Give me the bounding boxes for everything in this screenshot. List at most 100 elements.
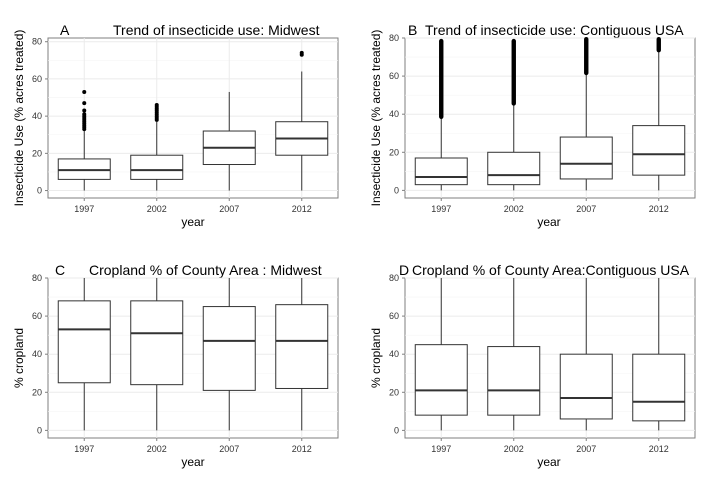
panel-b-letter: B bbox=[408, 22, 417, 38]
panel-a-x-tick-label: 1997 bbox=[74, 204, 94, 214]
box-iqr bbox=[414, 344, 468, 416]
panel-c-title: Cropland % of County Area : Midwest bbox=[89, 262, 322, 278]
box-iqr bbox=[487, 151, 541, 186]
panel-d-x-tick-label: 2002 bbox=[504, 444, 524, 454]
panel-b-box-2002 bbox=[487, 38, 541, 191]
panel-d-x-axis-label: year bbox=[537, 455, 560, 469]
panel-b-title: Trend of insecticide use: Contiguous USA bbox=[425, 22, 684, 38]
panel-c-y-tick-label: 20 bbox=[32, 387, 42, 397]
outlier-band bbox=[439, 38, 444, 119]
panel-a-letter: A bbox=[60, 22, 70, 38]
panel-d-boxes bbox=[414, 278, 686, 431]
panel-d-y-tick-label: 20 bbox=[389, 387, 399, 397]
panel-c-y-tick-label: 40 bbox=[32, 349, 42, 359]
panel-c-x-tick-label: 2002 bbox=[147, 444, 167, 454]
panel-a-x-tick-label: 2007 bbox=[219, 204, 239, 214]
box-iqr bbox=[632, 125, 686, 176]
panel-a-box-2002 bbox=[130, 102, 184, 191]
box-iqr bbox=[559, 353, 613, 420]
outlier-point bbox=[82, 89, 87, 94]
panel-a-x-axis-label: year bbox=[181, 215, 204, 229]
panel-c-y-ticks: 0 20 40 60 80 bbox=[32, 273, 48, 435]
panel-c-box-2012 bbox=[275, 278, 329, 431]
panel-a-boxes bbox=[57, 50, 329, 191]
panel-a-x-tick-label: 2002 bbox=[147, 204, 167, 214]
panel-b-boxes bbox=[414, 37, 686, 191]
panel-c: C Cropland % of County Area : Midwest 0 2… bbox=[12, 262, 339, 469]
box-iqr bbox=[57, 300, 111, 384]
panel-a-y-tick-label: 20 bbox=[32, 148, 42, 158]
panel-c-y-tick-label: 80 bbox=[32, 273, 42, 283]
panel-c-y-axis-label: % cropland bbox=[12, 328, 26, 388]
panel-d-y-ticks: 0 20 40 60 80 bbox=[389, 273, 405, 435]
panel-a-y-ticks: 0 20 40 60 80 bbox=[32, 37, 48, 196]
box-iqr bbox=[487, 346, 541, 416]
panel-c-y-tick-label: 60 bbox=[32, 311, 42, 321]
panel-c-box-2007 bbox=[202, 278, 256, 431]
panel-c-x-axis-label: year bbox=[181, 455, 204, 469]
box-iqr bbox=[632, 353, 686, 422]
panel-d-x-tick-label: 2012 bbox=[649, 444, 669, 454]
panel-a-box-1997 bbox=[57, 89, 111, 191]
outlier-point bbox=[82, 108, 87, 113]
panel-b-x-tick-label: 2007 bbox=[576, 204, 596, 214]
panel-b-y-tick-label: 80 bbox=[389, 33, 399, 43]
panel-c-x-tick-label: 2012 bbox=[292, 444, 312, 454]
panel-b-x-tick-label: 2002 bbox=[504, 204, 524, 214]
panel-d-y-tick-label: 80 bbox=[389, 273, 399, 283]
panel-d-box-2007 bbox=[559, 278, 613, 431]
panel-b-x-ticks: 1997 2002 2007 2012 bbox=[431, 198, 669, 214]
panel-c-x-tick-label: 1997 bbox=[74, 444, 94, 454]
panel-d-y-tick-label: 60 bbox=[389, 311, 399, 321]
outlier-point bbox=[82, 101, 87, 106]
box-iqr bbox=[130, 300, 184, 386]
outlier-point bbox=[299, 50, 304, 55]
panel-d-y-tick-label: 0 bbox=[394, 425, 399, 435]
panel-b-x-axis-label: year bbox=[537, 215, 560, 229]
panel-b-box-2007 bbox=[559, 37, 613, 191]
box-iqr bbox=[559, 136, 613, 180]
panel-c-boxes bbox=[57, 278, 329, 431]
panel-a-y-tick-label: 60 bbox=[32, 74, 42, 84]
panel-a-y-tick-label: 0 bbox=[37, 186, 42, 196]
panel-b-x-tick-label: 2012 bbox=[649, 204, 669, 214]
outlier-band bbox=[656, 37, 661, 53]
panel-a-box-2007 bbox=[202, 91, 256, 191]
outlier-point bbox=[82, 112, 87, 117]
panel-a-y-tick-label: 80 bbox=[32, 37, 42, 47]
panel-d-x-tick-label: 2007 bbox=[576, 444, 596, 454]
panel-b-y-tick-label: 40 bbox=[389, 109, 399, 119]
panel-b-y-ticks: 0 20 40 60 80 bbox=[389, 33, 405, 195]
panel-a-y-axis-label: Insecticide Use (% acres treated) bbox=[12, 30, 26, 207]
panel-a: A Trend of insecticide use: Midwest 0 20 4… bbox=[12, 22, 339, 229]
panel-d: D Cropland % of County Area:Contiguous U… bbox=[369, 262, 696, 469]
panel-b-y-tick-label: 0 bbox=[394, 185, 399, 195]
panel-d-y-axis-label: % cropland bbox=[369, 328, 383, 388]
panel-d-title: Cropland % of County Area:Contiguous USA bbox=[412, 262, 690, 278]
panel-b-box-2012 bbox=[632, 37, 686, 191]
outlier-band bbox=[511, 38, 516, 106]
outlier-point bbox=[154, 102, 159, 107]
panel-b-x-tick-label: 1997 bbox=[431, 204, 451, 214]
panel-c-x-ticks: 1997 2002 2007 2012 bbox=[74, 438, 312, 454]
panel-b: B Trend of insecticide use: Contiguous U… bbox=[369, 22, 696, 229]
panel-d-x-tick-label: 1997 bbox=[431, 444, 451, 454]
panel-b-y-axis-label: Insecticide Use (% acres treated) bbox=[369, 30, 383, 207]
panel-d-box-2012 bbox=[632, 278, 686, 431]
panel-b-y-tick-label: 20 bbox=[389, 147, 399, 157]
panel-a-x-tick-label: 2012 bbox=[292, 204, 312, 214]
panel-d-box-1997 bbox=[414, 278, 468, 431]
panel-c-letter: C bbox=[55, 262, 65, 278]
box-iqr bbox=[275, 304, 329, 389]
box-iqr bbox=[202, 306, 256, 391]
panel-a-title: Trend of insecticide use: Midwest bbox=[113, 22, 320, 38]
box-iqr bbox=[130, 154, 184, 180]
panel-d-x-ticks: 1997 2002 2007 2012 bbox=[431, 438, 669, 454]
panel-c-box-2002 bbox=[130, 278, 184, 431]
panel-c-y-tick-label: 0 bbox=[37, 425, 42, 435]
panel-c-x-tick-label: 2007 bbox=[219, 444, 239, 454]
panel-d-letter: D bbox=[399, 262, 409, 278]
panel-d-box-2002 bbox=[487, 278, 541, 431]
panel-c-box-1997 bbox=[57, 278, 111, 431]
